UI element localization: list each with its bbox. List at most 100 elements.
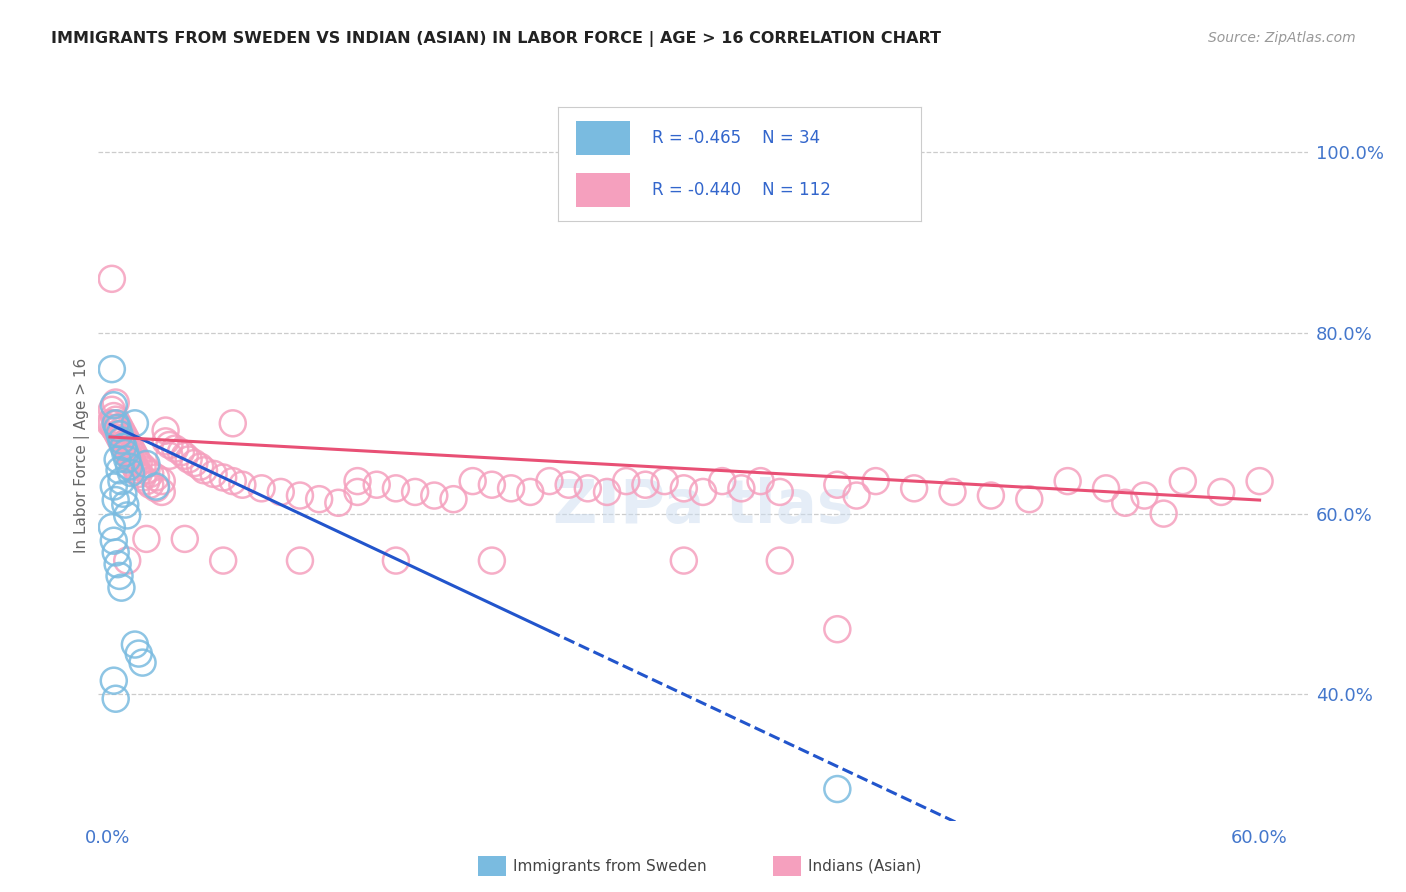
Point xyxy=(1018,492,1040,507)
Point xyxy=(101,272,124,286)
Point xyxy=(110,581,132,595)
Point xyxy=(118,459,141,474)
Point xyxy=(114,431,136,445)
Point xyxy=(135,474,157,488)
Point xyxy=(124,638,146,652)
Point xyxy=(107,557,129,571)
Point xyxy=(139,477,162,491)
Point xyxy=(903,481,925,495)
Point xyxy=(131,459,153,474)
Point xyxy=(110,434,132,448)
Point xyxy=(110,434,132,449)
Point xyxy=(115,452,138,467)
Point xyxy=(749,474,772,488)
Point xyxy=(576,481,599,495)
Point xyxy=(865,474,887,488)
Point xyxy=(124,449,146,463)
Point xyxy=(328,496,350,510)
Point xyxy=(288,489,311,503)
Point xyxy=(404,485,426,500)
Point xyxy=(108,569,131,583)
Point xyxy=(107,427,129,442)
Point xyxy=(115,434,138,449)
Point xyxy=(112,438,135,452)
Point xyxy=(104,424,127,438)
Point xyxy=(107,421,129,435)
Point xyxy=(202,467,225,481)
Point xyxy=(634,477,657,491)
Point xyxy=(183,456,205,470)
Point xyxy=(385,481,408,495)
Point xyxy=(114,498,136,512)
Point xyxy=(145,470,167,484)
Text: ZIPa tlas: ZIPa tlas xyxy=(553,476,853,535)
Point xyxy=(108,427,131,442)
Point xyxy=(108,463,131,477)
Point xyxy=(177,452,200,467)
Text: Indians (Asian): Indians (Asian) xyxy=(808,859,922,873)
Point xyxy=(115,508,138,523)
Point xyxy=(135,457,157,471)
Point xyxy=(145,479,167,493)
Point xyxy=(98,417,121,431)
Point xyxy=(173,449,195,463)
Point xyxy=(125,452,148,467)
Point xyxy=(150,474,173,488)
Point xyxy=(366,477,388,491)
Point xyxy=(135,463,157,477)
Text: Source: ZipAtlas.com: Source: ZipAtlas.com xyxy=(1208,31,1355,45)
Point xyxy=(155,434,177,449)
Point xyxy=(124,459,146,474)
Point xyxy=(118,438,141,452)
Point xyxy=(118,449,141,463)
Point xyxy=(103,533,125,548)
Point xyxy=(231,477,253,491)
Point xyxy=(125,463,148,477)
Point xyxy=(538,474,561,488)
Point xyxy=(499,481,522,495)
Point xyxy=(193,463,215,477)
Point xyxy=(128,647,150,661)
Point xyxy=(103,421,125,435)
Point xyxy=(112,440,135,454)
Point xyxy=(128,467,150,481)
Point xyxy=(120,452,142,467)
Point xyxy=(145,481,167,495)
Point xyxy=(212,470,235,484)
Point xyxy=(222,474,245,488)
Point xyxy=(103,409,125,423)
Point xyxy=(103,398,125,412)
Point xyxy=(222,417,245,431)
Point xyxy=(170,445,193,459)
Point xyxy=(769,485,792,500)
Point xyxy=(288,553,311,567)
Point xyxy=(107,452,129,467)
Y-axis label: In Labor Force | Age > 16: In Labor Force | Age > 16 xyxy=(75,358,90,552)
Point xyxy=(104,395,127,409)
Point xyxy=(114,446,136,460)
Point xyxy=(461,474,484,488)
Point xyxy=(150,485,173,500)
Point xyxy=(115,553,138,567)
Point xyxy=(108,420,131,434)
Point xyxy=(730,481,752,495)
Point xyxy=(108,431,131,445)
Point xyxy=(104,413,127,427)
Point xyxy=(827,782,849,797)
Point xyxy=(827,477,849,491)
Point xyxy=(101,362,124,376)
Point xyxy=(1211,485,1233,500)
Point xyxy=(120,466,142,480)
Point xyxy=(346,485,368,500)
Point xyxy=(672,553,695,567)
Point xyxy=(845,489,868,503)
Point xyxy=(104,417,127,431)
Text: IMMIGRANTS FROM SWEDEN VS INDIAN (ASIAN) IN LABOR FORCE | AGE > 16 CORRELATION C: IMMIGRANTS FROM SWEDEN VS INDIAN (ASIAN)… xyxy=(51,31,941,47)
Point xyxy=(769,553,792,567)
Point xyxy=(101,417,124,431)
Point xyxy=(212,553,235,567)
Point xyxy=(654,474,676,488)
Point xyxy=(104,545,127,559)
Point xyxy=(596,485,619,500)
Point xyxy=(250,481,273,495)
